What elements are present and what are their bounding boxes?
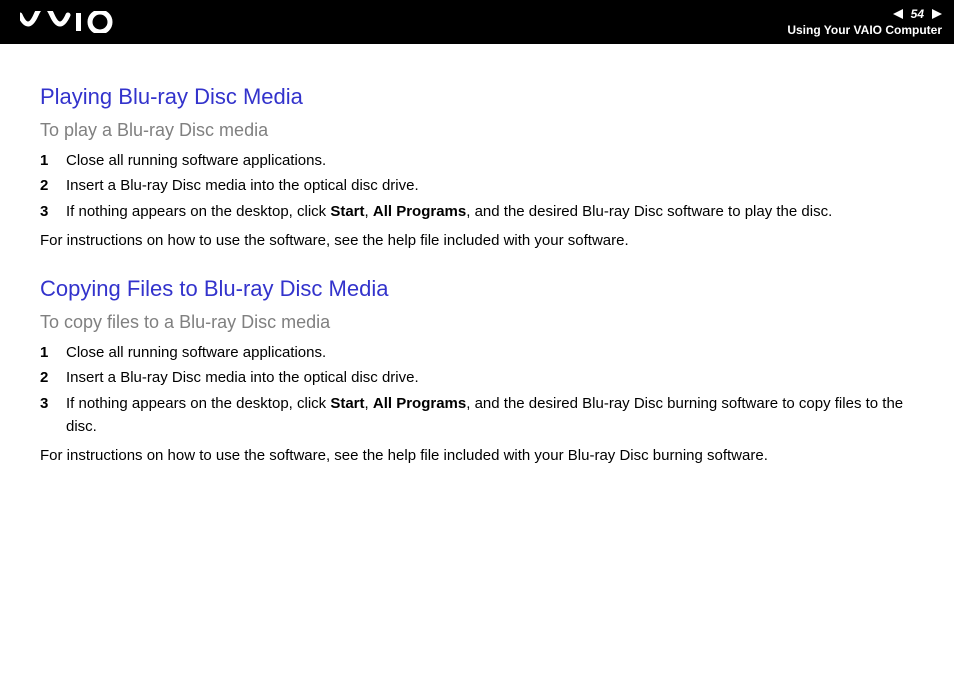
section-footer: For instructions on how to use the softw… — [40, 229, 914, 252]
step-list: 1 Close all running software application… — [40, 149, 914, 223]
step-number: 1 — [40, 149, 66, 172]
bold-text: All Programs — [373, 395, 466, 412]
vaio-logo — [20, 11, 116, 33]
step-item: 3 If nothing appears on the desktop, cli… — [40, 200, 914, 223]
step-number: 3 — [40, 200, 66, 223]
bold-text: Start — [330, 203, 364, 220]
step-text: If nothing appears on the desktop, click… — [66, 392, 914, 439]
step-number: 2 — [40, 174, 66, 197]
step-text: Close all running software applications. — [66, 341, 914, 364]
prev-page-icon[interactable] — [893, 9, 903, 19]
step-item: 1 Close all running software application… — [40, 149, 914, 172]
text-run: , and the desired Blu-ray Disc software … — [466, 203, 832, 220]
header-right: 54 Using Your VAIO Computer — [787, 7, 942, 37]
text-run: , — [365, 395, 373, 412]
header-section-title: Using Your VAIO Computer — [787, 23, 942, 37]
section-heading[interactable]: Copying Files to Blu-ray Disc Media — [40, 276, 914, 302]
step-text: Close all running software applications. — [66, 149, 914, 172]
section-footer: For instructions on how to use the softw… — [40, 444, 914, 467]
bold-text: All Programs — [373, 203, 466, 220]
step-item: 1 Close all running software application… — [40, 341, 914, 364]
section-heading[interactable]: Playing Blu-ray Disc Media — [40, 84, 914, 110]
step-item: 2 Insert a Blu-ray Disc media into the o… — [40, 366, 914, 389]
step-number: 2 — [40, 366, 66, 389]
step-number: 1 — [40, 341, 66, 364]
section-subheading: To play a Blu-ray Disc media — [40, 120, 914, 141]
text-run: If nothing appears on the desktop, click — [66, 203, 330, 220]
section-subheading: To copy files to a Blu-ray Disc media — [40, 312, 914, 333]
bold-text: Start — [330, 395, 364, 412]
step-text: If nothing appears on the desktop, click… — [66, 200, 914, 223]
step-text: Insert a Blu-ray Disc media into the opt… — [66, 174, 914, 197]
next-page-icon[interactable] — [932, 9, 942, 19]
step-item: 3 If nothing appears on the desktop, cli… — [40, 392, 914, 439]
text-run: If nothing appears on the desktop, click — [66, 395, 330, 412]
step-list: 1 Close all running software application… — [40, 341, 914, 438]
step-text: Insert a Blu-ray Disc media into the opt… — [66, 366, 914, 389]
step-number: 3 — [40, 392, 66, 415]
page-content: Playing Blu-ray Disc Media To play a Blu… — [0, 44, 954, 467]
page-navigator: 54 — [893, 7, 942, 21]
step-item: 2 Insert a Blu-ray Disc media into the o… — [40, 174, 914, 197]
page-number: 54 — [909, 7, 926, 21]
header-bar: 54 Using Your VAIO Computer — [0, 0, 954, 44]
text-run: , — [365, 203, 373, 220]
